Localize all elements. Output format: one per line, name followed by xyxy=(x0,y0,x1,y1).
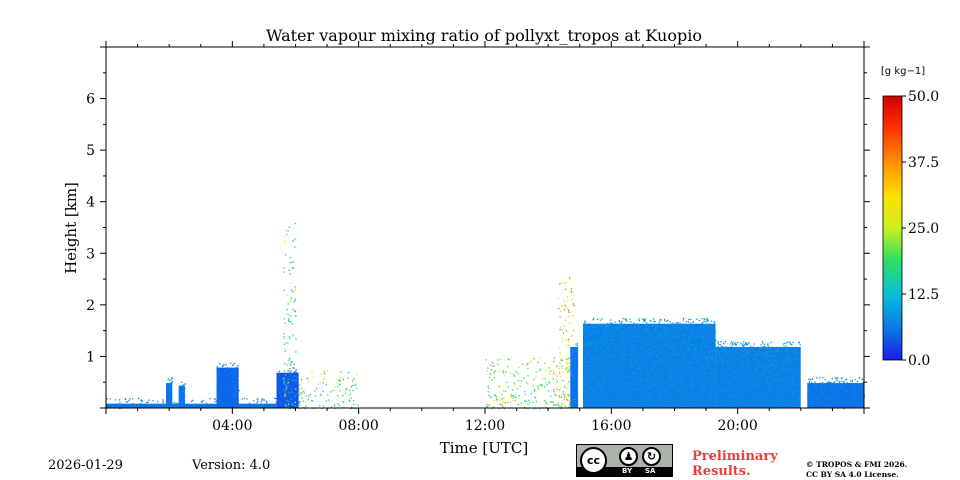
data-region-12 xyxy=(807,377,865,410)
cc-license-badge[interactable]: cc ♟ ↻ BY SA xyxy=(576,444,673,477)
data-region-2 xyxy=(178,381,186,408)
colorbar-tick-label: 0.0 xyxy=(908,353,930,369)
y-axis: 1 2 3 4 5 6 xyxy=(86,46,870,409)
x-tick-label: 20:00 xyxy=(717,418,757,434)
preliminary-notice: Preliminary Results. xyxy=(692,449,778,479)
preliminary-line1: Preliminary xyxy=(692,449,778,464)
y-tick-label: 4 xyxy=(86,195,95,211)
data-region-8 xyxy=(557,277,575,410)
colorbar-tick-label: 25.0 xyxy=(908,221,939,237)
colorbar-label: [g kg−1] xyxy=(881,66,925,77)
data-region-0 xyxy=(106,397,278,410)
colorbar-tick-label: 12.5 xyxy=(908,287,939,303)
data-region-10 xyxy=(582,317,717,410)
x-tick-label: 16:00 xyxy=(591,418,631,434)
colorbar-ticks: 50.0 37.5 25.0 12.5 0.0 xyxy=(902,89,939,369)
badge-by-label: BY xyxy=(622,467,633,475)
data-gap-0 xyxy=(578,48,583,408)
plot-data-layer xyxy=(106,48,865,410)
y-tick-label: 5 xyxy=(86,143,95,159)
y-tick-label: 6 xyxy=(86,92,95,108)
badge-sa-label: SA xyxy=(645,467,656,475)
badge-bar xyxy=(577,467,672,476)
data-gap-1 xyxy=(800,48,808,408)
x-axis: 04:00 08:00 12:00 16:00 20:00 xyxy=(105,41,865,434)
colorbar-tick-label: 37.5 xyxy=(908,155,939,171)
data-region-7 xyxy=(485,357,572,410)
data-region-11 xyxy=(715,341,803,408)
y-tick-label: 2 xyxy=(86,298,95,314)
y-tick-label: 3 xyxy=(86,246,95,262)
share-alike-icon: ↻ xyxy=(642,447,661,466)
chart-title: Water vapour mixing ratio of pollyxt_tro… xyxy=(266,26,702,45)
person-icon: ♟ xyxy=(619,447,638,466)
y-tick-label: 1 xyxy=(86,349,95,365)
copyright-line2: CC BY SA 4.0 License. xyxy=(806,470,899,479)
cc-icon-text: cc xyxy=(586,454,601,467)
date-label: 2026-01-29 xyxy=(48,458,123,473)
data-region-9 xyxy=(570,342,580,408)
data-region-4 xyxy=(276,367,300,408)
copyright-line1: © TROPOS & FMI 2026. xyxy=(806,460,908,469)
data-region-6 xyxy=(298,370,359,410)
preliminary-line2: Results. xyxy=(692,464,751,479)
y-axis-label: Height [km] xyxy=(62,182,80,274)
x-tick-label: 04:00 xyxy=(212,418,252,434)
cc-icon: cc xyxy=(580,447,607,474)
x-tick-label: 08:00 xyxy=(338,418,378,434)
colorbar-tick-label: 50.0 xyxy=(908,89,939,105)
data-region-1 xyxy=(166,377,174,408)
x-axis-label: Time [UTC] xyxy=(440,439,529,457)
copyright-notice: © TROPOS & FMI 2026. CC BY SA 4.0 Licens… xyxy=(806,460,907,480)
version-label: Version: 4.0 xyxy=(192,458,271,473)
data-region-3 xyxy=(216,362,240,408)
colorbar xyxy=(882,95,903,361)
x-tick-label: 12:00 xyxy=(465,418,505,434)
